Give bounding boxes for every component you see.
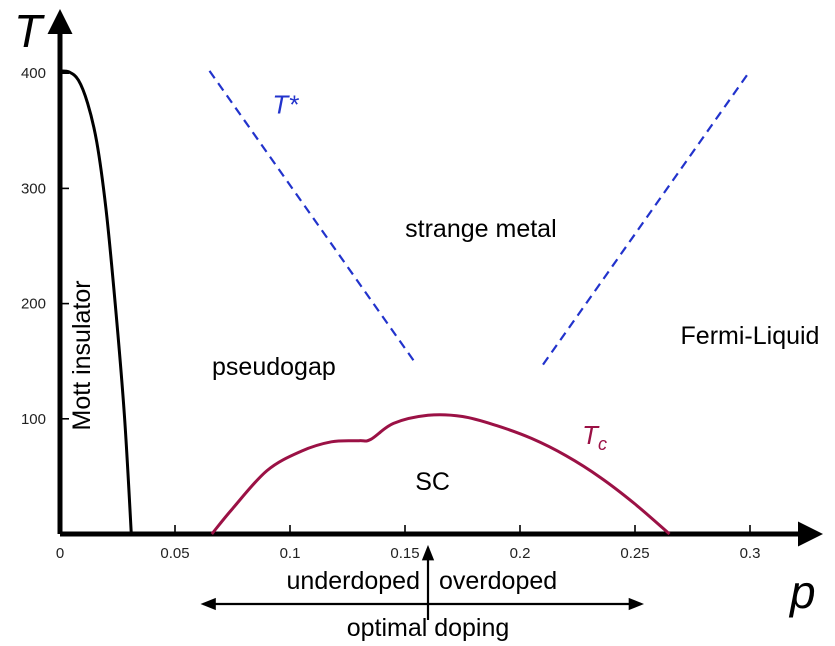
x-tick-label: 0 — [56, 545, 64, 562]
overdoped-label: overdoped — [439, 567, 557, 595]
optimal-doping-label: optimal doping — [347, 614, 510, 642]
y-axis-label: T — [14, 5, 45, 57]
series-tstar-left-line — [208, 70, 418, 366]
y-tick-label: 200 — [21, 296, 46, 313]
tc-label-sub: c — [598, 434, 607, 454]
series-tc-line — [210, 413, 671, 536]
pseudogap-label: pseudogap — [212, 353, 336, 381]
tc-label-main: T — [582, 420, 600, 450]
x-tick-label: 0.25 — [620, 545, 649, 562]
fermi-liquid-label: Fermi-Liquid — [681, 322, 820, 350]
y-tick-label: 400 — [21, 65, 46, 82]
y-tick-label: 100 — [21, 411, 46, 428]
x-tick-label: 0.3 — [740, 545, 761, 562]
sc-label: SC — [415, 468, 450, 496]
tstar-label: T* — [272, 90, 299, 120]
x-tick-label: 0.2 — [510, 545, 531, 562]
x-tick-label: 0.1 — [280, 545, 301, 562]
x-tick-label: 0.05 — [160, 545, 189, 562]
tc-label: Tc — [582, 420, 607, 454]
mott-insulator-label: Mott insulator — [68, 280, 96, 430]
x-tick-label: 0.15 — [390, 545, 419, 562]
underdoped-label: underdoped — [287, 567, 420, 595]
series-neel-line — [59, 69, 133, 535]
strange-metal-label: strange metal — [405, 215, 556, 243]
y-tick-label: 300 — [21, 180, 46, 197]
series-tstar-right-line — [542, 70, 751, 366]
x-axis-label: p — [788, 566, 816, 618]
